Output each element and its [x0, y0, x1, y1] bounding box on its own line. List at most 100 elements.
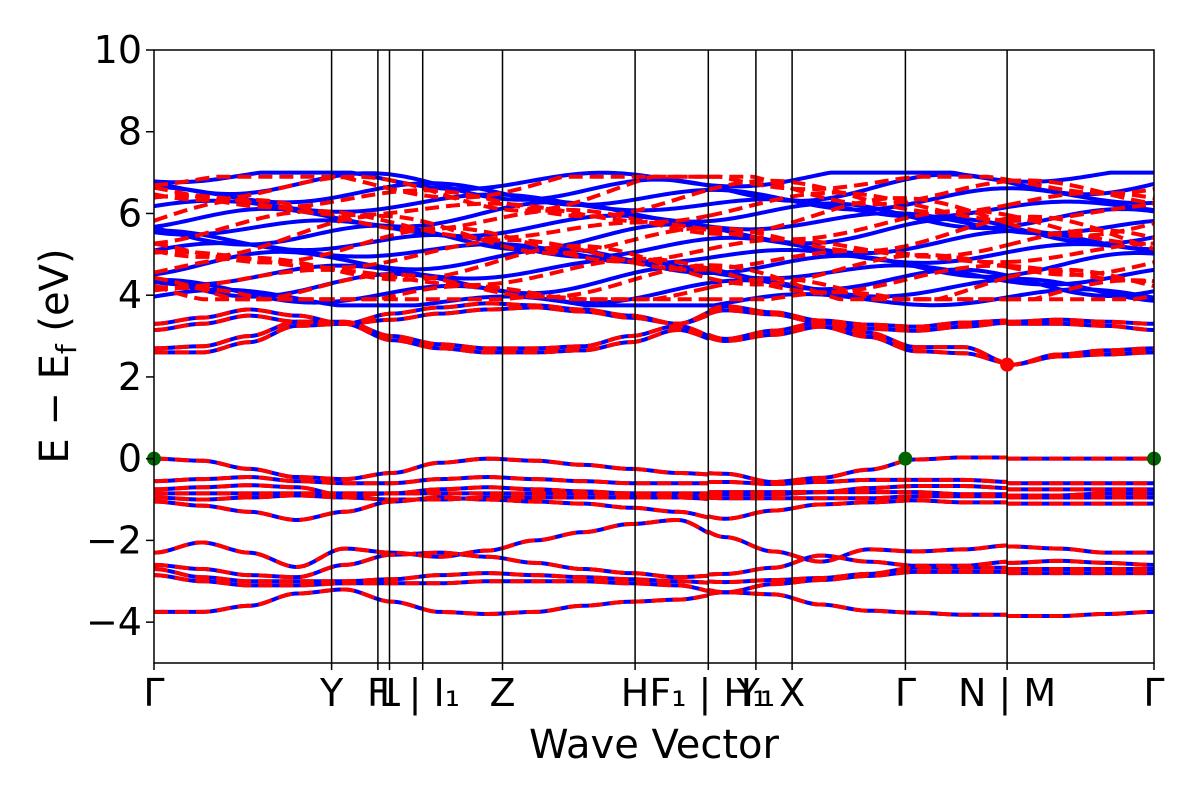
band-edge-marker — [1000, 357, 1015, 372]
band-line-up — [153, 287, 709, 308]
band-line-down — [1007, 321, 1155, 332]
band-line-down — [1006, 178, 1155, 206]
band-line-down — [153, 238, 709, 272]
band-line-down — [1007, 202, 1155, 223]
band-line-down — [153, 573, 709, 594]
band-line-down — [1006, 346, 1155, 367]
band-line-up — [1006, 273, 1155, 298]
band-line-down — [1007, 558, 1155, 567]
band-line-down — [1007, 241, 1155, 265]
band-line-down — [153, 517, 710, 569]
band-line-down — [708, 477, 1008, 486]
spin-up-bands — [153, 170, 1155, 618]
x-tick-label: X — [779, 671, 805, 715]
high-symmetry-lines — [330, 50, 1008, 663]
x-tick-label: F₁ | H₁ — [649, 671, 767, 716]
band-line-down — [1006, 214, 1155, 251]
band-line-down — [707, 276, 1008, 302]
y-axis-title-sub: f — [50, 343, 83, 354]
band-line-down — [153, 567, 709, 585]
y-tick-label: −4 — [86, 600, 142, 644]
band-line-down — [153, 550, 709, 580]
band-line-down — [1006, 177, 1155, 196]
plot-frame — [153, 49, 1155, 664]
band-line-down — [708, 490, 1008, 497]
band-edge-marker — [898, 451, 913, 466]
x-tick-label: H — [621, 671, 650, 715]
band-line-down — [153, 193, 709, 224]
band-line-down — [153, 209, 709, 246]
band-line-down — [708, 263, 1008, 302]
band-line-down — [1007, 609, 1155, 618]
band-line-down — [154, 321, 709, 355]
band-line-down — [707, 324, 1008, 366]
y-axis-title: E − Ef (eV) — [32, 248, 83, 463]
band-line-down — [707, 304, 1008, 329]
band-line-down — [708, 565, 1008, 585]
y-tick-label: 10 — [94, 28, 142, 72]
y-tick-label: 8 — [118, 110, 142, 154]
band-line-down — [153, 174, 709, 213]
band-edge-markers — [147, 357, 1161, 466]
x-tick-label: Γ — [895, 671, 916, 715]
y-tick-label: −2 — [86, 518, 142, 562]
y-axis-ticks: 10 8 6 4 2 0 −2 −4 — [86, 28, 154, 644]
x-tick-label: N | M — [958, 671, 1056, 716]
y-axis-title-unit: (eV) — [32, 248, 78, 344]
band-line-down — [153, 305, 709, 332]
spin-down-bands — [153, 174, 1155, 618]
band-line-down — [707, 498, 1008, 521]
band-line-up — [1006, 267, 1155, 287]
band-line-down — [1007, 491, 1154, 498]
x-tick-label: I | I₁ — [385, 671, 460, 716]
band-line-down — [708, 216, 1008, 254]
band-line-down — [153, 495, 709, 522]
band-line-down — [153, 319, 710, 351]
band-line-down — [708, 174, 1008, 207]
band-line-down — [1006, 260, 1155, 277]
band-line-down — [707, 190, 1008, 223]
band-line-down — [708, 455, 1008, 484]
band-line-down — [153, 483, 709, 498]
band-line-down — [707, 529, 1008, 564]
band-line-down — [1006, 221, 1155, 238]
y-axis-title-main: E − E — [32, 354, 78, 464]
y-tick-label: 2 — [118, 355, 142, 399]
x-tick-label: Γ — [143, 671, 164, 715]
band-line-down — [707, 252, 1008, 287]
band-line-up — [708, 186, 1008, 212]
band-line-down — [1007, 278, 1155, 302]
band-line-down — [153, 456, 709, 482]
band-line-down — [154, 587, 709, 616]
x-tick-label: Z — [489, 671, 515, 715]
band-line-down — [707, 178, 1008, 215]
band-line-down — [708, 494, 1008, 501]
band-line-down — [153, 475, 709, 486]
band-line-down — [1007, 544, 1154, 555]
y-tick-label: 4 — [118, 273, 142, 317]
x-tick-label: Y₁ — [736, 671, 775, 715]
band-line-down — [153, 213, 709, 259]
band-line-down — [708, 484, 1008, 497]
x-tick-label: F — [367, 671, 389, 715]
x-tick-label: Γ — [1143, 671, 1164, 715]
band-line-down — [1006, 227, 1155, 248]
band-line-up — [1006, 199, 1155, 213]
band-line-down — [153, 301, 710, 326]
band-line-down — [707, 569, 1008, 595]
y-tick-label: 0 — [118, 437, 142, 481]
band-line-up — [153, 517, 710, 569]
x-tick-label: Y — [319, 671, 344, 715]
band-line-down — [708, 553, 1008, 577]
band-line-up — [708, 247, 1008, 265]
band-line-up — [153, 171, 709, 202]
band-line-down — [707, 308, 1008, 333]
band-line-down — [708, 174, 1008, 192]
band-line-down — [1007, 317, 1155, 326]
band-line-down — [153, 174, 709, 200]
x-axis-title: Wave Vector — [529, 722, 780, 768]
band-line-down — [707, 237, 1008, 259]
y-tick-label: 6 — [118, 191, 142, 235]
